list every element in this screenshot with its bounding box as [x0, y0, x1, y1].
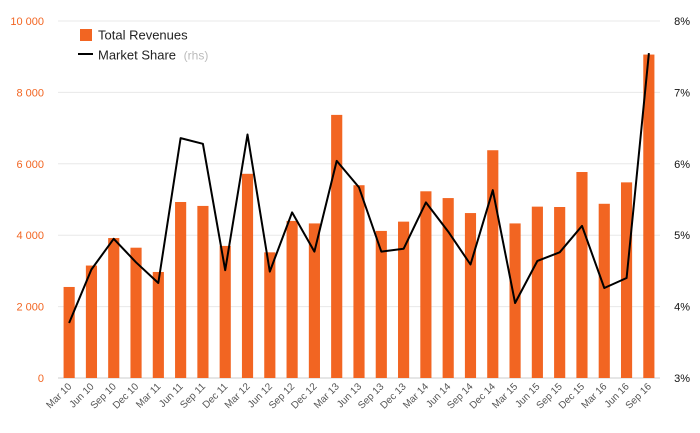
revenue-bar — [353, 185, 364, 378]
revenue-bars — [64, 55, 655, 378]
revenue-bar — [376, 231, 387, 378]
legend-label-market-share-group: Market Share (rhs) — [98, 48, 208, 63]
revenue-bar — [554, 207, 565, 378]
revenue-bar — [532, 207, 543, 378]
legend-label-revenues: Total Revenues — [98, 28, 188, 43]
y-left-tick-label: 4 000 — [16, 230, 44, 242]
y-left-tick-label: 10 000 — [10, 16, 44, 28]
legend-label-market-share: Market Share — [98, 48, 176, 63]
revenue-bar — [108, 238, 119, 378]
x-tick-label: Mar 13 — [312, 381, 342, 411]
y-right-tick-label: 4% — [674, 302, 690, 314]
legend-label-rhs: (rhs) — [184, 49, 209, 63]
y-right-tick-label: 7% — [674, 87, 690, 99]
y-right-tick-label: 6% — [674, 159, 690, 171]
revenue-bar — [242, 174, 253, 378]
revenue-bar — [487, 150, 498, 378]
revenue-bar — [86, 266, 97, 378]
x-tick-label: Mar 10 — [44, 381, 74, 411]
left-axis-ticks: 0 2 000 4 000 6 000 8 000 10 000 — [10, 16, 44, 385]
x-tick-label: Mar 16 — [580, 381, 610, 411]
revenue-bar — [576, 172, 587, 378]
legend: Total Revenues Market Share (rhs) — [78, 28, 208, 63]
revenue-bar — [599, 204, 610, 378]
y-right-tick-label: 3% — [674, 373, 690, 385]
revenue-bar — [287, 221, 298, 378]
y-left-tick-label: 0 — [38, 373, 44, 385]
revenue-bar — [64, 287, 75, 378]
x-tick-label: Mar 12 — [223, 381, 253, 411]
revenue-bar — [153, 272, 164, 378]
x-tick-label: Mar 15 — [490, 381, 520, 411]
revenue-bar — [331, 115, 342, 378]
y-left-tick-label: 8 000 — [16, 87, 44, 99]
x-tick-label: Sep 16 — [624, 381, 654, 411]
revenue-bar — [197, 206, 208, 378]
y-right-tick-label: 5% — [674, 230, 690, 242]
revenue-bar — [420, 191, 431, 378]
y-left-tick-label: 6 000 — [16, 159, 44, 171]
x-tick-label: Dec 10 — [111, 381, 141, 411]
revenue-bar — [175, 202, 186, 378]
legend-swatch-revenues — [80, 29, 92, 41]
y-right-tick-label: 8% — [674, 16, 690, 28]
right-axis-ticks: 3% 4% 5% 6% 7% 8% — [674, 16, 690, 385]
x-tick-label: Mar 11 — [134, 381, 164, 411]
revenue-bar — [465, 213, 476, 378]
revenue-bar — [398, 222, 409, 378]
revenue-bar — [643, 55, 654, 378]
x-tick-label: Mar 14 — [401, 381, 431, 411]
y-left-tick-label: 2 000 — [16, 302, 44, 314]
